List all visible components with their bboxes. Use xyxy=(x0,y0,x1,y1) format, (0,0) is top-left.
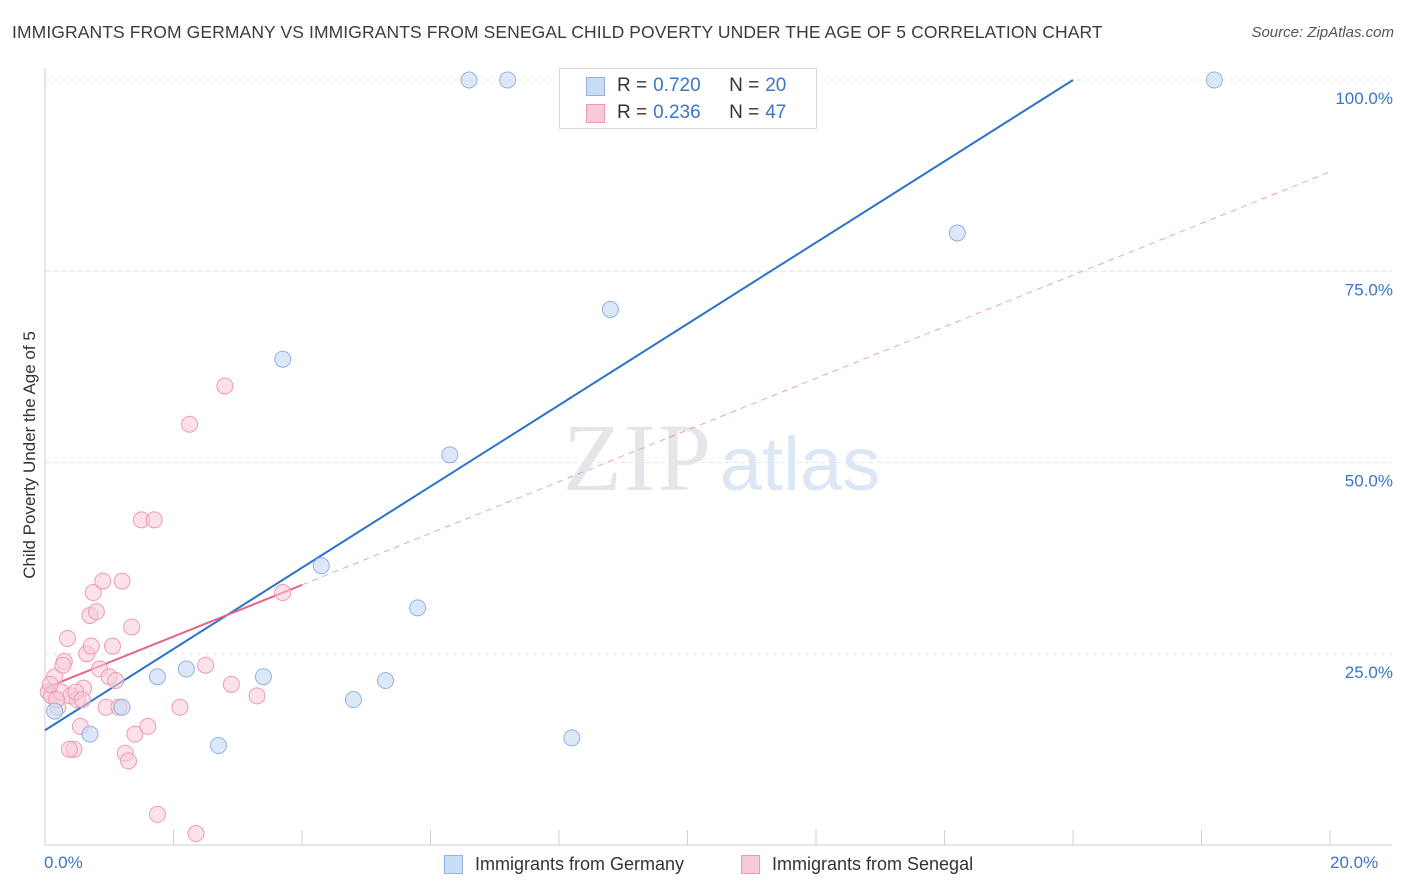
germany-legend-swatch xyxy=(444,854,463,874)
senegal-point[interactable] xyxy=(73,691,91,709)
n-value: 47 xyxy=(765,102,787,123)
germany-point[interactable] xyxy=(209,737,227,755)
axes xyxy=(44,68,1392,846)
n-value: 20 xyxy=(765,75,787,96)
senegal-point[interactable] xyxy=(248,687,266,705)
y-tick-label: 75.0% xyxy=(1345,280,1393,299)
senegal-point[interactable] xyxy=(126,725,144,743)
senegal-point[interactable] xyxy=(197,656,215,674)
senegal-point[interactable] xyxy=(82,637,100,655)
germany-point[interactable] xyxy=(601,301,619,318)
r-value: 0.236 xyxy=(653,102,701,123)
germany-trend-line xyxy=(44,79,1074,732)
senegal-point[interactable] xyxy=(148,805,166,823)
senegal-point[interactable] xyxy=(103,637,121,655)
senegal-point[interactable] xyxy=(123,618,141,636)
germany-point[interactable] xyxy=(460,71,478,89)
senegal-point[interactable] xyxy=(54,656,72,674)
legend-item-germany[interactable]: Immigrants from Germany xyxy=(444,852,684,876)
legend-row-germany: R = 0.720 N = 20 xyxy=(586,73,786,99)
senegal-point[interactable] xyxy=(94,572,112,590)
watermark-zip: ZIP xyxy=(563,404,713,511)
senegal-point[interactable] xyxy=(139,717,157,735)
legend-row-senegal: R = 0.236 N = 47 xyxy=(586,100,786,126)
stats-legend: R = 0.720 N = 20 R = 0.236 N = 47 xyxy=(559,68,817,129)
germany-point[interactable] xyxy=(499,71,517,89)
legend-item-senegal[interactable]: Immigrants from Senegal xyxy=(741,852,973,876)
germany-legend-label: Immigrants from Germany xyxy=(475,853,685,874)
germany-point[interactable] xyxy=(563,729,581,747)
data-points xyxy=(39,71,1223,843)
senegal-point[interactable] xyxy=(187,825,205,843)
senegal-trend-extension xyxy=(301,171,1331,586)
chart-title: IMMIGRANTS FROM GERMANY VS IMMIGRANTS FR… xyxy=(12,22,1103,42)
senegal-swatch xyxy=(586,103,605,123)
senegal-point[interactable] xyxy=(181,415,199,433)
senegal-point[interactable] xyxy=(222,675,240,693)
n-label: N = xyxy=(729,102,760,123)
x-tick-min: 0.0% xyxy=(44,853,83,872)
senegal-legend-label: Immigrants from Senegal xyxy=(772,853,974,874)
germany-swatch xyxy=(586,76,605,96)
senegal-point[interactable] xyxy=(41,675,59,693)
watermark-atlas: atlas xyxy=(720,422,881,507)
r-label: R = xyxy=(617,75,648,96)
senegal-point[interactable] xyxy=(87,603,105,621)
watermark: ZIP atlas xyxy=(563,404,880,511)
senegal-point[interactable] xyxy=(216,377,234,395)
germany-point[interactable] xyxy=(274,350,292,368)
germany-point[interactable] xyxy=(312,557,330,575)
senegal-point[interactable] xyxy=(145,511,163,529)
y-tick-labels: 25.0% 50.0% 75.0% 100.0% xyxy=(1335,89,1393,682)
senegal-point[interactable] xyxy=(58,629,76,647)
trend-lines xyxy=(44,79,1331,732)
senegal-point[interactable] xyxy=(60,740,78,758)
senegal-point[interactable] xyxy=(120,752,138,770)
senegal-legend-swatch xyxy=(741,854,760,874)
r-label: R = xyxy=(617,102,648,123)
germany-point[interactable] xyxy=(254,668,272,686)
germany-point[interactable] xyxy=(409,599,427,617)
germany-point[interactable] xyxy=(148,668,166,686)
germany-point[interactable] xyxy=(948,224,966,242)
germany-point[interactable] xyxy=(1205,71,1223,89)
germany-point[interactable] xyxy=(344,691,362,709)
germany-point[interactable] xyxy=(377,672,395,690)
r-value: 0.720 xyxy=(653,75,701,96)
germany-point[interactable] xyxy=(177,660,195,678)
senegal-point[interactable] xyxy=(113,572,131,590)
x-tick-max: 20.0% xyxy=(1330,853,1379,872)
n-label: N = xyxy=(729,75,760,96)
y-tick-label: 25.0% xyxy=(1345,663,1393,682)
senegal-point[interactable] xyxy=(84,584,102,602)
grid-lines xyxy=(45,79,1392,655)
germany-point[interactable] xyxy=(441,446,459,464)
y-tick-label: 50.0% xyxy=(1345,472,1393,491)
senegal-point[interactable] xyxy=(171,698,189,716)
y-tick-label: 100.0% xyxy=(1335,89,1393,108)
senegal-point[interactable] xyxy=(274,584,292,602)
germany-point[interactable] xyxy=(46,702,64,720)
senegal-trend-line xyxy=(44,583,303,690)
germany-point[interactable] xyxy=(113,698,131,716)
germany-point[interactable] xyxy=(81,725,99,743)
senegal-point[interactable] xyxy=(107,672,125,690)
source-credit: Source: ZipAtlas.com xyxy=(1251,24,1394,41)
